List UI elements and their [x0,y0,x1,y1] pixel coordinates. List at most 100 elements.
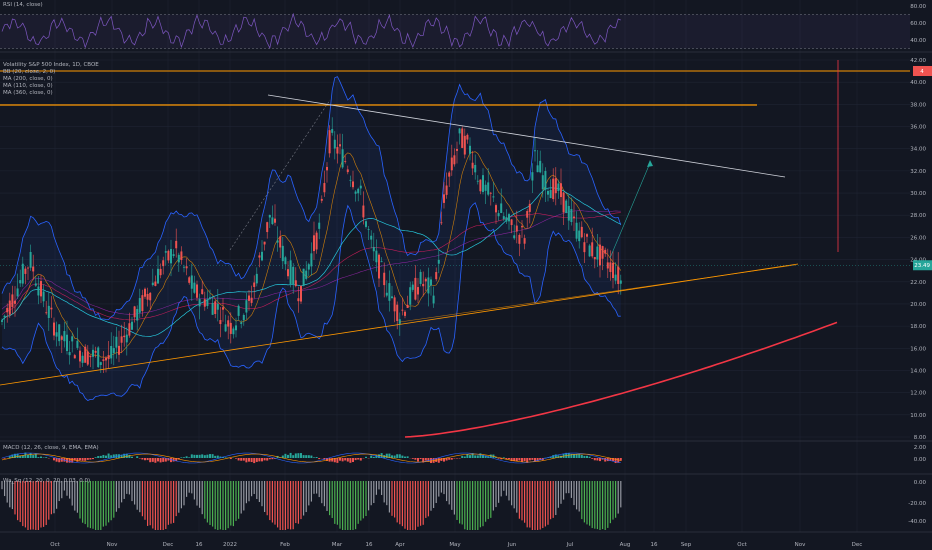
macd-histogram-bar [346,458,349,462]
macd-histogram-bar [266,458,269,461]
macd-histogram-bar [211,454,214,458]
indicator-ma110[interactable]: MA (110, close, 0) [3,83,53,89]
macd-histogram-bar [474,455,477,458]
macd-histogram-bar [206,454,209,458]
momentum-bar [414,481,416,530]
momentum-bar [209,481,211,525]
bottom-indicator-title[interactable]: Wa_Sq (12, 20, 0, 20, 0.03, 0.0) [3,478,91,484]
indicator-bb[interactable]: BB (20, close, 2, 0) [3,69,56,75]
momentum-bar [50,481,52,515]
macd-histogram-bar [84,458,87,461]
candle-body [245,300,248,313]
momentum-bar [396,481,398,523]
momentum-bar [264,481,266,512]
momentum-bar [503,481,505,491]
momentum-bar [271,481,273,523]
macd-histogram-bar [586,455,588,458]
momentum-bar [607,481,609,528]
momentum-bar [425,481,427,518]
momentum-bar [485,481,487,522]
candle-body [367,229,370,230]
candle-body [508,214,510,222]
momentum-bar [45,481,47,525]
x-axis-label: 16 [366,542,373,548]
momentum-bar [482,481,484,527]
macd-histogram-bar [411,458,414,459]
candle-body [567,205,570,221]
x-axis-label: Feb [280,542,290,548]
momentum-bar [115,481,117,512]
candle-body [261,251,263,261]
macd-histogram-bar [196,454,198,458]
macd-histogram-bar [115,454,118,458]
candle-body [562,192,565,213]
macd-histogram-bar [203,455,206,458]
macd-histogram-bar [450,458,453,460]
candle-body [419,271,422,284]
momentum-bar [102,481,104,527]
macd-histogram-bar [445,458,448,461]
momentum-bar [550,481,552,520]
candle-body [198,299,201,307]
indicator-ma360[interactable]: MA (360, close, 0) [3,90,53,96]
candle-body [396,304,399,321]
momentum-bar [612,481,614,520]
candle-body [40,281,42,297]
momentum-bar [269,481,271,521]
price-axis-label: 38.00 [910,102,926,108]
bottom-axis-label: -20.00 [908,501,926,507]
last-price-label: 23.49 [914,263,930,269]
candle-body [209,297,211,300]
candle-body [523,238,526,244]
macd-title[interactable]: MACD (12, 26, close, 9, EMA, EMA) [3,445,99,451]
candle-body [172,254,175,257]
momentum-bar [84,481,86,525]
macd-histogram-bar [580,454,583,458]
candle-body [466,134,469,140]
candle-body [219,320,222,325]
momentum-bar [456,481,458,520]
macd-histogram-bar [388,453,391,458]
macd-histogram-bar [307,455,310,458]
momentum-bar [474,481,476,530]
momentum-bar [323,481,325,507]
macd-histogram-bar [372,456,375,458]
macd-histogram-bar [40,456,42,458]
candle-body [315,232,318,250]
macd-histogram-bar [123,453,126,458]
macd-histogram-bar [463,456,466,458]
candle-body [211,302,214,315]
momentum-bar [100,481,102,530]
candle-body [544,170,547,190]
macd-histogram-bar [255,458,258,462]
price-axis-label: 34.00 [910,147,926,153]
macd-histogram-bar [476,455,479,458]
momentum-bar [310,481,312,502]
momentum-bar [160,481,162,530]
candle-body [401,309,404,311]
bollinger-lower [1,202,621,401]
x-axis-label: 16 [651,542,658,548]
candle-body [445,185,448,195]
candle-body [157,268,159,284]
macd-histogram-bar [502,457,505,458]
indicator-ma200[interactable]: MA (200, close, 0) [3,76,53,82]
candle-body [326,166,328,171]
macd-histogram-bar [112,454,115,458]
candle-body [125,334,128,343]
candle-body [97,347,100,368]
momentum-bar [448,481,450,505]
candle-body [248,295,250,301]
candle-body [235,325,237,331]
macd-histogram-bar [401,455,404,458]
candle-body [292,266,295,285]
momentum-bar [446,481,448,502]
momentum-bar [544,481,546,527]
macd-histogram-bar [190,454,193,458]
momentum-bar [183,481,185,506]
macd-histogram-bar [154,458,157,463]
momentum-bar [420,481,422,526]
candle-body [443,194,445,203]
symbol-title[interactable]: Volatility S&P 500 Index, 1D, CBOE [3,62,99,68]
